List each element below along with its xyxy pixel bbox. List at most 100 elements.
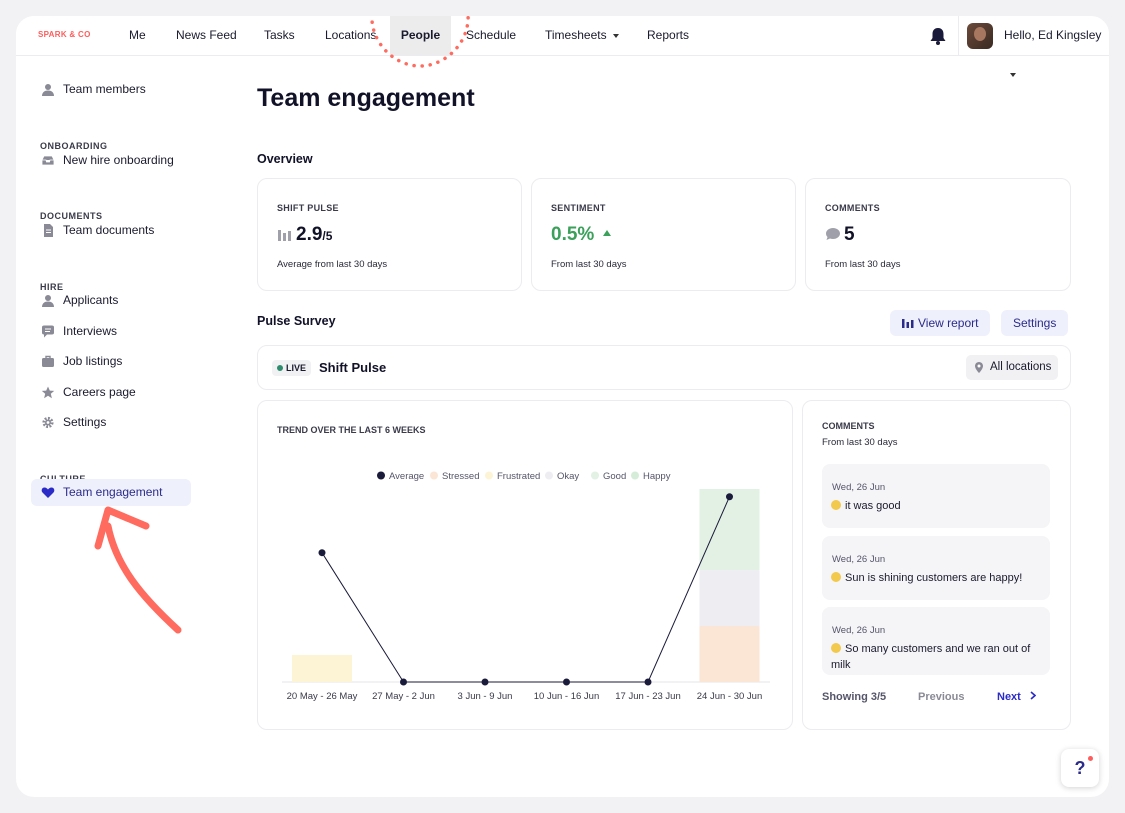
document-icon [44,224,53,237]
section-hire: HIRE [40,282,64,292]
x-tick-label: 20 May - 26 May [287,691,358,702]
nav-people[interactable]: People [390,16,451,55]
average-point [318,549,326,557]
heart-icon [41,487,55,498]
chevron-right-icon [1030,691,1037,700]
sidebar-item-job-listings[interactable]: Job listings [31,348,191,375]
comment-body: Sun is shining customers are happy! [845,572,1023,584]
next-label: Next [997,691,1021,703]
location-filter-label: All locations [990,361,1052,373]
average-point [644,678,652,686]
section-documents: DOCUMENTS [40,211,103,221]
notification-dot [1088,756,1093,761]
sidebar-item-team-documents[interactable]: Team documents [31,217,191,244]
bar-segment [699,570,760,627]
overview-title: Overview [257,152,313,166]
nav-tasks[interactable]: Tasks [264,28,295,42]
sidebar-item-team-engagement[interactable]: Team engagement [31,479,191,506]
comments-card: COMMENTS 5 From last 30 days [805,178,1071,291]
emoji-icon [831,500,841,510]
x-tick-label: 24 Jun - 30 Jun [697,691,763,702]
comments-value: 5 [844,224,855,245]
sidebar-item-label: Team members [63,82,146,96]
live-badge: LIVE [272,360,312,376]
legend-label: Average [389,471,424,482]
sidebar-item-label: Careers page [63,385,136,399]
help-button[interactable]: ? [1061,749,1099,787]
comments-panel-sub: From last 30 days [822,437,898,448]
card-sub: From last 30 days [551,259,627,270]
sentiment-value: 0.5% [551,224,595,245]
legend-swatch [631,471,639,480]
sidebar-item-label: Team documents [63,223,155,237]
card-value: 0.5% [551,224,611,246]
bar-segment [699,626,760,682]
nav-news-feed[interactable]: News Feed [176,28,237,42]
nav-divider [958,16,959,55]
briefcase-icon [42,355,54,367]
legend-swatch [485,471,493,480]
user-greeting: Hello, Ed Kingsley [1004,28,1102,42]
view-report-label: View report [918,316,979,330]
legend-label: Frustrated [497,471,540,482]
nav-reports[interactable]: Reports [647,28,690,42]
card-label: COMMENTS [825,203,880,213]
comment-date: Wed, 26 Jun [832,625,886,636]
bar-segment [292,654,352,682]
shift-pulse-denominator: /5 [322,229,333,243]
sidebar-item-label: Interviews [63,324,118,338]
comment-text: So many customers and we ran out of milk [831,641,1046,673]
sidebar-item-label: Settings [63,415,107,429]
pulse-survey-title: Pulse Survey [257,314,336,328]
section-onboarding: ONBOARDING [40,141,108,151]
trend-chart-card: TREND OVER THE LAST 6 WEEKS Average Stres… [257,400,793,730]
gear-icon [42,416,54,429]
nav-timesheets-label: Timesheets [545,28,607,42]
sidebar-item-label: Applicants [63,293,119,307]
previous-button[interactable]: Previous [918,691,965,703]
avatar[interactable] [967,23,993,49]
user-icon [42,295,54,307]
card-label: SENTIMENT [551,203,606,213]
user-icon [42,84,54,96]
chat-icon [42,325,54,338]
sidebar-item-interviews[interactable]: Interviews [31,318,191,345]
chart-title: TREND OVER THE LAST 6 WEEKS [277,425,426,435]
survey-header: LIVE Shift Pulse All locations [257,345,1071,390]
arrow-up-icon [602,230,611,236]
average-point [563,678,570,686]
brand-logo[interactable]: SPARK & CO [38,30,91,39]
legend-swatch [377,471,385,480]
nav-me[interactable]: Me [129,28,146,42]
trend-chart: Average Stressed Frustrated Okay Good Happy 20… [282,471,770,702]
bar-chart-icon [278,230,291,241]
nav-locations[interactable]: Locations [325,28,377,42]
card-value: 2.9/5 [277,224,332,246]
pin-icon [975,362,983,373]
sidebar-item-settings[interactable]: Settings [31,409,191,436]
sidebar: Team members ONBOARDING New hire onboard… [16,57,216,797]
page-title: Team engagement [257,84,475,112]
nav-schedule[interactable]: Schedule [466,28,517,42]
emoji-icon [831,643,841,653]
card-sub: From last 30 days [825,259,901,270]
location-filter[interactable]: All locations [966,355,1059,380]
nav-timesheets[interactable]: Timesheets [532,16,632,55]
sidebar-item-team-members[interactable]: Team members [31,76,191,103]
next-button[interactable]: Next [997,691,1037,703]
x-tick-label: 17 Jun - 23 Jun [615,691,681,702]
average-point [481,678,489,686]
view-report-button[interactable]: View report [890,310,991,336]
sidebar-item-label: New hire onboarding [63,153,174,167]
sidebar-item-new-hire-onboarding[interactable]: New hire onboarding [31,147,191,174]
sidebar-item-applicants[interactable]: Applicants [31,287,191,314]
sidebar-item-careers-page[interactable]: Careers page [31,379,191,406]
comment-text: it was good [831,498,1046,514]
user-menu[interactable]: Hello, Ed Kingsley [1004,16,1109,94]
comments-panel: COMMENTS From last 30 days Wed, 26 Jun i… [802,400,1071,730]
comment-text: Sun is shining customers are happy! [831,570,1046,586]
bell-icon[interactable] [929,26,947,46]
inbox-icon [41,155,55,166]
bar-segment [699,489,760,571]
settings-button[interactable]: Settings [1001,310,1069,336]
